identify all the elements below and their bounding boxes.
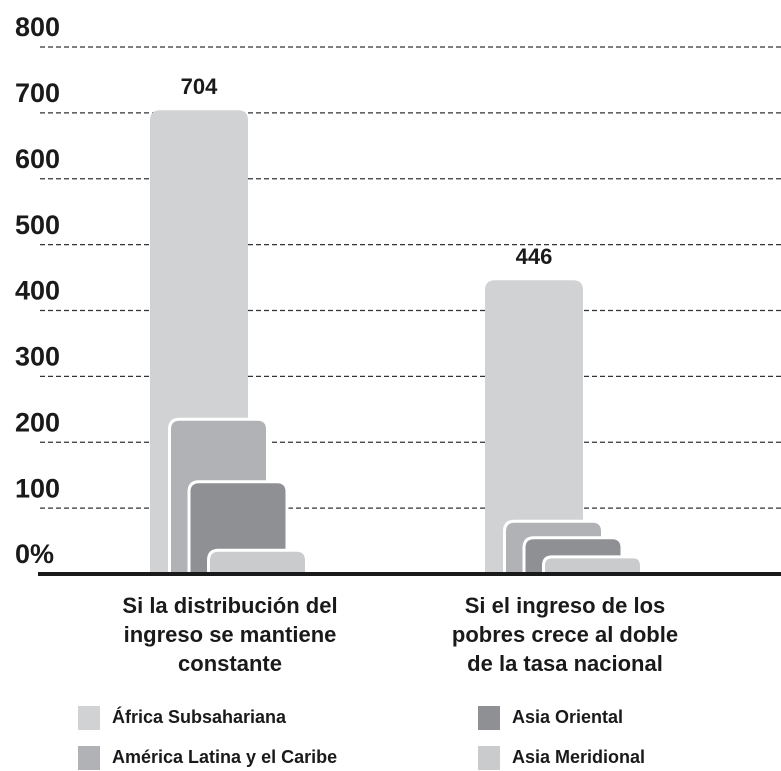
legend-label: Asia Oriental (512, 707, 623, 727)
legend-swatch (478, 706, 500, 730)
legend-swatch (478, 746, 500, 770)
legend-label: Asia Meridional (512, 747, 645, 767)
legend-swatch (78, 706, 100, 730)
y-tick-label: 300 (15, 342, 60, 372)
y-tick-label: 200 (15, 407, 60, 437)
y-tick-label: 500 (15, 210, 60, 240)
y-tick-label: 600 (15, 144, 60, 174)
legend-label: América Latina y el Caribe (112, 747, 337, 767)
x-tick-label: Si el ingreso de los pobres crece al dob… (451, 593, 679, 676)
y-tick-label: 100 (15, 473, 60, 503)
x-tick-label: Si la distribución del ingreso se mantie… (122, 593, 338, 676)
y-tick-label: 0% (15, 539, 54, 569)
y-tick-label: 700 (15, 78, 60, 108)
legend-swatch (78, 746, 100, 770)
bar (542, 555, 643, 576)
bar (207, 548, 308, 576)
y-tick-label: 800 (15, 12, 60, 42)
data-label: 704 (181, 74, 218, 99)
y-tick-label: 400 (15, 276, 60, 306)
data-label: 446 (516, 244, 553, 269)
legend-label: África Subsahariana (112, 706, 287, 727)
bar (485, 280, 583, 574)
